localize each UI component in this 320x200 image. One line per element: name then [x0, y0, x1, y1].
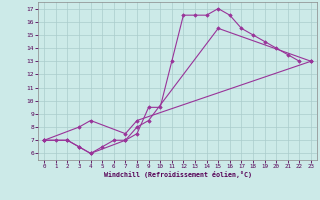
X-axis label: Windchill (Refroidissement éolien,°C): Windchill (Refroidissement éolien,°C) [104, 171, 252, 178]
